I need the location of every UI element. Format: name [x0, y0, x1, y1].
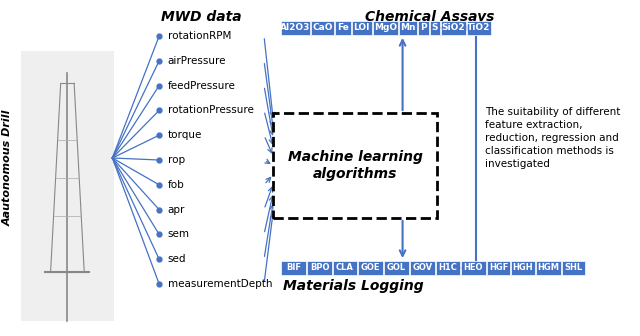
Text: CaO: CaO: [312, 24, 333, 33]
Text: torque: torque: [168, 130, 202, 140]
Text: LOI: LOI: [353, 24, 370, 33]
Bar: [399, 21, 417, 35]
FancyBboxPatch shape: [273, 113, 437, 218]
Bar: [429, 21, 440, 35]
Text: Fe: Fe: [337, 24, 349, 33]
Text: CLA: CLA: [336, 263, 354, 272]
Text: Materials Logging: Materials Logging: [283, 279, 424, 293]
Bar: [536, 261, 561, 275]
Text: rop: rop: [168, 155, 185, 165]
Text: apr: apr: [168, 205, 185, 215]
Text: MWD data: MWD data: [161, 10, 241, 24]
Text: HGM: HGM: [537, 263, 559, 272]
Bar: [358, 261, 383, 275]
Text: rotationRPM: rotationRPM: [168, 31, 231, 41]
Bar: [281, 261, 306, 275]
Text: HGF: HGF: [489, 263, 508, 272]
Bar: [410, 261, 435, 275]
Bar: [20, 51, 114, 321]
Bar: [487, 261, 510, 275]
Text: feedPressure: feedPressure: [168, 81, 236, 91]
Text: H1C: H1C: [438, 263, 458, 272]
Bar: [307, 261, 332, 275]
Text: Chemical Assays: Chemical Assays: [365, 10, 495, 24]
Text: GOV: GOV: [413, 263, 433, 272]
Text: The suitability of different
feature extraction,
reduction, regression and
class: The suitability of different feature ext…: [485, 107, 620, 169]
Bar: [281, 21, 310, 35]
Text: SHL: SHL: [564, 263, 582, 272]
Bar: [384, 261, 409, 275]
Text: sem: sem: [168, 229, 189, 239]
Text: TiO2: TiO2: [467, 24, 490, 33]
Bar: [372, 21, 398, 35]
Text: MgO: MgO: [374, 24, 397, 33]
Text: P: P: [420, 24, 426, 33]
Bar: [417, 21, 429, 35]
Bar: [562, 261, 585, 275]
Text: HEO: HEO: [463, 263, 483, 272]
Text: Mn: Mn: [400, 24, 415, 33]
Bar: [333, 261, 356, 275]
Text: BIF: BIF: [286, 263, 301, 272]
Bar: [311, 21, 334, 35]
Text: Aautonomous Drill: Aautonomous Drill: [3, 110, 13, 226]
Text: rotationPressure: rotationPressure: [168, 106, 253, 115]
Bar: [467, 21, 491, 35]
Text: airPressure: airPressure: [168, 56, 226, 66]
Text: HGH: HGH: [513, 263, 533, 272]
Text: GOL: GOL: [387, 263, 406, 272]
Bar: [352, 21, 372, 35]
Bar: [335, 21, 351, 35]
Text: fob: fob: [168, 180, 184, 190]
Bar: [441, 21, 466, 35]
Bar: [461, 261, 486, 275]
Text: sed: sed: [168, 254, 186, 264]
Text: BPO: BPO: [310, 263, 330, 272]
Bar: [511, 261, 534, 275]
Text: S: S: [431, 24, 438, 33]
Text: GOE: GOE: [360, 263, 380, 272]
Text: SiO2: SiO2: [442, 24, 465, 33]
Text: Al2O3: Al2O3: [280, 24, 310, 33]
Text: Machine learning
algorithms: Machine learning algorithms: [288, 151, 423, 181]
Text: measurementDepth: measurementDepth: [168, 279, 272, 289]
Bar: [436, 261, 460, 275]
